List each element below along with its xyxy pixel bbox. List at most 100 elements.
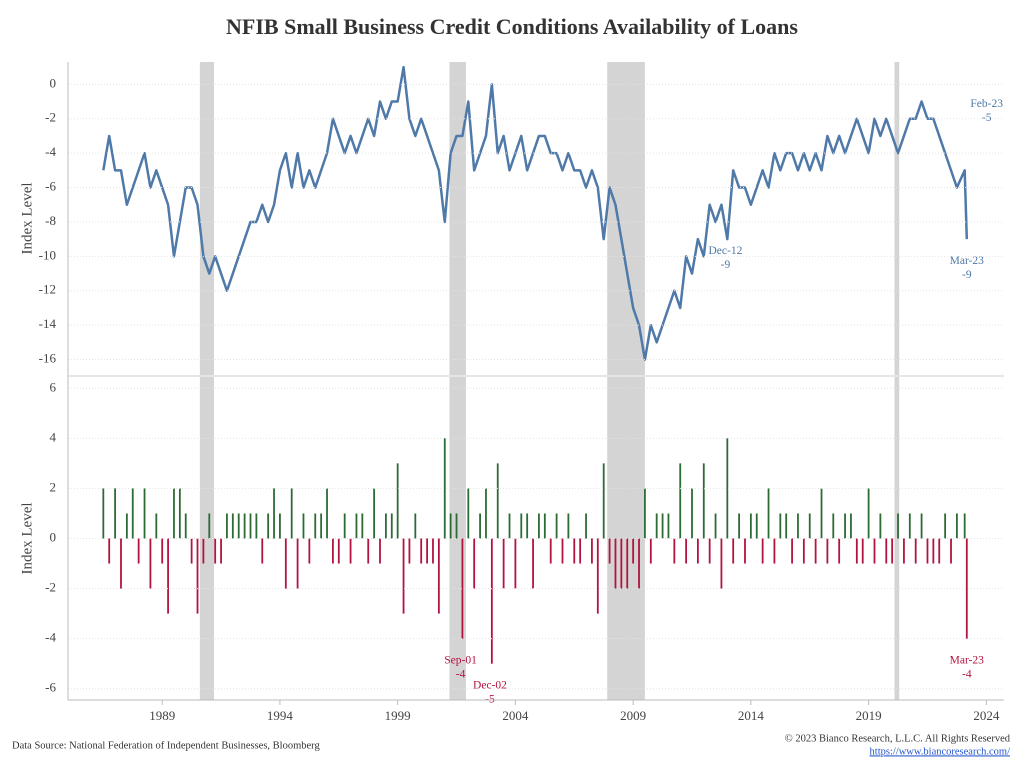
- url-link[interactable]: https://www.biancoresearch.com/: [870, 746, 1011, 757]
- bar: [785, 513, 788, 539]
- bar: [897, 513, 899, 539]
- bar: [965, 538, 968, 639]
- bar: [867, 488, 870, 539]
- bar: [502, 538, 505, 589]
- bar: [873, 538, 876, 564]
- data-line: [102, 65, 969, 361]
- y-tick-label: -4: [45, 630, 56, 645]
- bar: [332, 538, 334, 564]
- bar: [320, 513, 323, 539]
- y-tick-label: 0: [50, 529, 57, 544]
- bar: [190, 538, 193, 564]
- source: Data Source: National Federation of Inde…: [12, 740, 320, 751]
- bar: [679, 463, 682, 539]
- bar: [538, 513, 540, 539]
- bar: [779, 513, 782, 539]
- bar: [926, 538, 929, 564]
- x-tick-label: 1989: [149, 708, 175, 723]
- recession-band: [894, 62, 900, 375]
- bar: [667, 513, 670, 539]
- y-tick-label: -12: [39, 282, 56, 297]
- bar: [490, 538, 493, 664]
- bar: [149, 538, 152, 589]
- bar: [520, 513, 523, 539]
- bar: [384, 513, 387, 539]
- bar: [284, 538, 287, 589]
- bar: [755, 513, 758, 539]
- bar: [767, 488, 770, 539]
- annotation-value: -9: [721, 259, 731, 271]
- bar: [561, 538, 564, 564]
- bar: [879, 513, 882, 539]
- bar: [455, 513, 458, 539]
- bar: [963, 513, 966, 539]
- bar: [956, 513, 958, 539]
- bar: [632, 538, 635, 564]
- bar: [914, 538, 917, 564]
- bar: [379, 538, 381, 564]
- bar: [591, 538, 593, 564]
- recession-band: [199, 62, 214, 375]
- bar: [226, 513, 228, 539]
- recession-band: [449, 62, 466, 375]
- y-tick-label: -2: [45, 580, 56, 595]
- bar: [826, 538, 829, 564]
- bar: [326, 488, 328, 539]
- bar: [620, 538, 623, 589]
- x-tick-label: 2009: [620, 708, 646, 723]
- bar: [437, 538, 440, 614]
- bar: [214, 538, 217, 564]
- bar: [461, 538, 464, 639]
- bar: [585, 513, 587, 539]
- bar: [373, 488, 376, 539]
- bar: [885, 538, 888, 564]
- chart-title: NFIB Small Business Credit Conditions Av…: [226, 14, 798, 39]
- bar: [449, 513, 452, 539]
- bar: [732, 538, 735, 564]
- bar: [420, 538, 423, 564]
- bar: [844, 513, 846, 539]
- bar: [802, 538, 805, 564]
- bar: [532, 538, 534, 589]
- annotation-value: -4: [962, 668, 972, 680]
- bar: [237, 513, 240, 539]
- bar: [196, 538, 199, 614]
- x-tick-label: 2004: [502, 708, 529, 723]
- bar: [161, 538, 164, 564]
- bar: [302, 513, 305, 539]
- bar: [649, 538, 652, 564]
- bar: [402, 538, 405, 614]
- bar: [673, 538, 676, 564]
- bar: [644, 488, 646, 539]
- bar: [125, 513, 128, 539]
- bar: [355, 513, 358, 539]
- bar: [950, 538, 952, 564]
- bar: [249, 513, 252, 539]
- bar: [702, 463, 705, 539]
- bar: [267, 513, 270, 539]
- bar: [508, 513, 511, 539]
- y-tick-label: -8: [45, 213, 56, 228]
- bar: [744, 538, 746, 564]
- bar: [567, 513, 570, 539]
- y-tick-label: -2: [45, 110, 56, 125]
- bar: [137, 538, 140, 564]
- x-tick-label: 2024: [973, 708, 1000, 723]
- bar: [296, 538, 299, 589]
- bar: [602, 463, 605, 539]
- annotation-label: Mar-23: [950, 654, 985, 666]
- bar: [178, 488, 181, 539]
- bar: [496, 463, 499, 539]
- bar: [143, 488, 146, 539]
- bar: [820, 488, 823, 539]
- bar: [220, 538, 222, 564]
- bar: [120, 538, 122, 589]
- y-axis-label: Index Level: [19, 182, 35, 254]
- bar: [691, 488, 693, 539]
- bar: [543, 513, 546, 539]
- bar: [855, 538, 858, 564]
- bar: [243, 513, 246, 539]
- bar: [102, 488, 105, 539]
- copyright: © 2023 Bianco Research, L.L.C. All Right…: [785, 733, 1011, 744]
